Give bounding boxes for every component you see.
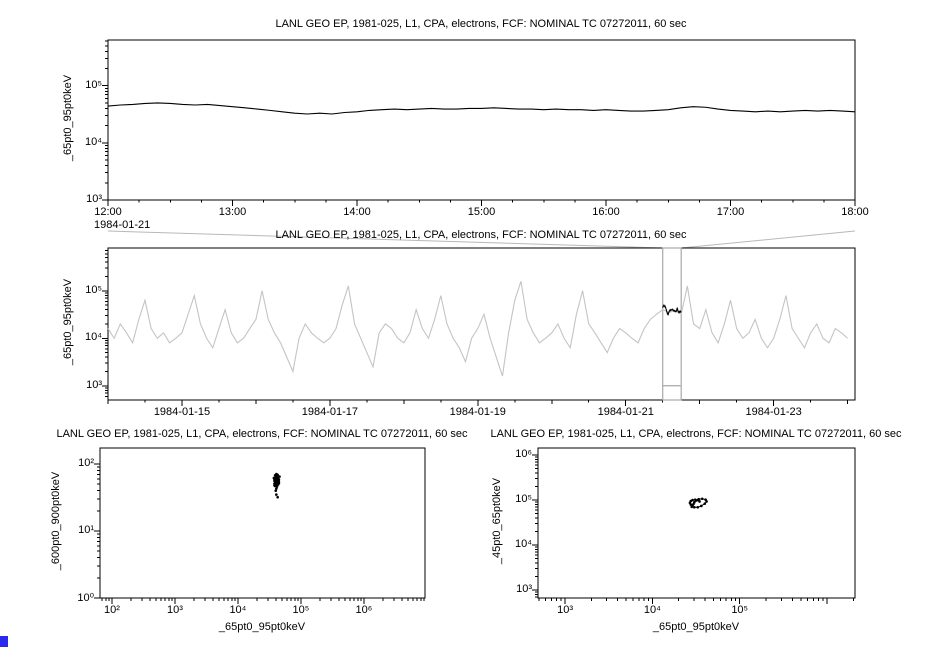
x-tick-label: 13:00 (218, 206, 247, 218)
x-tick-label: 10⁶ (355, 604, 373, 616)
y-tick-label: 10⁶ (515, 448, 532, 461)
x-tick-label: 15:00 (467, 206, 496, 218)
y-tick-label: 10⁴ (85, 135, 102, 148)
middle-panel-title: LANL GEO EP, 1981-025, L1, CPA, electron… (275, 229, 687, 241)
top-panel-title: LANL GEO EP, 1981-025, L1, CPA, electron… (275, 18, 687, 30)
bottom-left-panel-title: LANL GEO EP, 1981-025, L1, CPA, electron… (56, 428, 468, 440)
top-x-axis-date-label: 1984-01-21 (94, 219, 151, 231)
bottom_right-plot-svg (532, 447, 856, 604)
context-timeseries-plot-area[interactable] (94, 234, 869, 419)
x-tick-label: 10⁴ (229, 604, 247, 616)
x-tick-label: 17:00 (716, 206, 745, 218)
x-tick-label: 10⁵ (731, 604, 749, 616)
x-tick-label: 14:00 (343, 206, 371, 218)
bottom-right-x-axis-label: _65pt0_95pt0keV (652, 621, 740, 633)
y-tick-label: 10⁴ (85, 331, 102, 344)
window-corner-accent (0, 636, 8, 647)
y-tick-label: 10² (78, 457, 94, 470)
bottom-right-panel-title: LANL GEO EP, 1981-025, L1, CPA, electron… (490, 428, 902, 440)
x-tick-label: 10³ (557, 604, 574, 616)
scatter-45-65kev-plot-area[interactable] (524, 434, 869, 617)
scatter-600-900kev-plot-area[interactable] (86, 434, 439, 617)
y-tick-label: 10³ (516, 582, 532, 595)
top-timeseries-plot-area[interactable] (94, 26, 869, 219)
y-tick-label: 10⁵ (85, 78, 102, 91)
x-tick-label: 1984-01-21 (597, 406, 654, 418)
y-tick-label: 10¹ (78, 524, 94, 537)
x-tick-label: 1984-01-23 (745, 406, 802, 418)
x-tick-label: 16:00 (592, 206, 620, 218)
y-tick-label: 10⁵ (515, 493, 532, 506)
middle-plot-svg (102, 247, 856, 406)
bottom_left-plot-svg (94, 447, 426, 604)
x-tick-label: 1984-01-17 (301, 406, 359, 418)
y-tick-label: 10⁵ (85, 283, 102, 296)
electron-flux-65-95keV-selected-overlay (662, 304, 682, 316)
electron-flux-65-95keV-selected-interval (107, 102, 856, 115)
electron-flux-65-95keV-context (107, 281, 848, 377)
top-plot-svg (102, 39, 856, 206)
x-tick-label: 1984-01-19 (449, 406, 506, 418)
x-tick-label: 12:00 (94, 206, 122, 218)
y-tick-label: 10³ (86, 378, 102, 391)
x-tick-label: 10² (104, 604, 120, 616)
x-tick-label: 10⁴ (643, 604, 661, 616)
y-tick-label: 10⁴ (515, 538, 532, 550)
y-tick-label: 10³ (86, 193, 102, 205)
x-tick-label: 18:00 (841, 206, 869, 218)
y-tick-label: 10⁰ (77, 592, 94, 604)
bottom-left-x-axis-label: _65pt0_95pt0keV (218, 621, 306, 633)
x-tick-label: 10⁵ (292, 604, 310, 616)
top-y-axis-label: _65pt0_95pt0keV (62, 74, 74, 162)
bottom-right-y-axis-label: _45pt0_65pt0keV (491, 477, 503, 565)
x-tick-label: 10³ (166, 604, 183, 616)
middle-y-axis-label: _65pt0_95pt0keV (62, 278, 74, 366)
x-tick-label: 1984-01-15 (153, 406, 211, 418)
time-range-selection-box[interactable] (662, 247, 682, 401)
